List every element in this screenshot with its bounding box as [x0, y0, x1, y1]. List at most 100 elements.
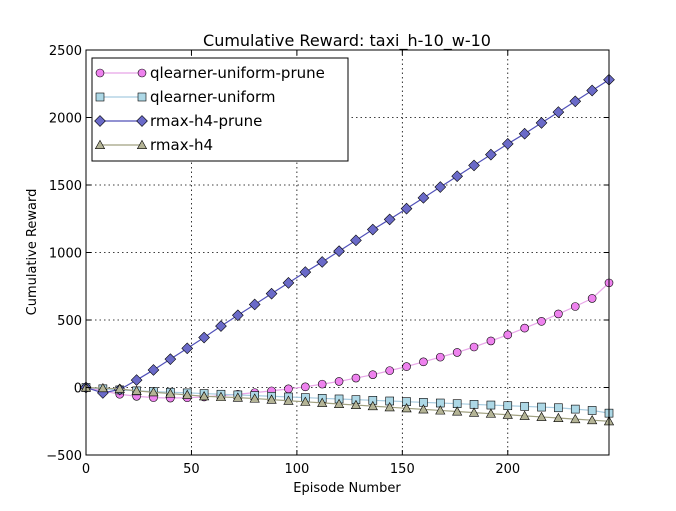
- data-point-qlearner-uniform-prune: [570, 302, 580, 311]
- data-point-qlearner-uniform-prune: [317, 379, 327, 389]
- data-point-qlearner-uniform: [469, 400, 479, 409]
- data-point-rmax-h4-prune: [485, 148, 497, 161]
- data-point-qlearner-uniform-prune: [486, 336, 496, 346]
- data-point-rmax-h4-prune: [181, 342, 194, 355]
- x-tick-label: 200: [495, 462, 520, 477]
- data-point-rmax-h4: [418, 404, 429, 414]
- data-point-rmax-h4: [333, 398, 345, 408]
- data-point-rmax-h4-prune: [417, 192, 430, 204]
- y-tick-label: 0: [74, 382, 82, 397]
- data-point-rmax-h4-prune: [586, 84, 598, 97]
- data-point-rmax-h4: [587, 414, 598, 425]
- legend-marker-right: [136, 115, 148, 127]
- series-line-qlearner-uniform-prune: [85, 282, 610, 399]
- legend-label: rmax-h4-prune: [150, 112, 262, 130]
- legend-marker-right: [137, 92, 147, 102]
- data-point-rmax-h4: [300, 396, 311, 406]
- data-point-rmax-h4-prune: [248, 298, 261, 311]
- data-point-rmax-h4-prune: [383, 213, 396, 226]
- data-point-rmax-h4-prune: [130, 374, 143, 386]
- data-point-rmax-h4-prune: [501, 138, 514, 150]
- data-point-qlearner-uniform-prune: [419, 357, 428, 367]
- data-point-qlearner-uniform-prune: [452, 348, 462, 357]
- data-point-rmax-h4: [384, 401, 395, 412]
- data-point-qlearner-uniform-prune: [587, 294, 597, 303]
- series-line-qlearner-uniform: [85, 386, 610, 414]
- data-point-qlearner-uniform-prune: [520, 323, 529, 333]
- data-point-qlearner-uniform: [570, 404, 580, 414]
- data-point-qlearner-uniform: [587, 406, 597, 415]
- data-point-rmax-h4-prune: [400, 202, 413, 215]
- x-tick-label: 150: [390, 462, 415, 477]
- data-point-rmax-h4-prune: [350, 234, 362, 247]
- data-point-qlearner-uniform-prune: [537, 317, 546, 326]
- legend-item-rmax-h4-prune: rmax-h4-prune: [94, 112, 262, 130]
- x-tick-label: 100: [284, 462, 309, 477]
- y-axis-label: Cumulative Reward: [25, 189, 40, 316]
- data-point-rmax-h4-prune: [535, 117, 548, 129]
- legend-label: qlearner-uniform: [150, 88, 276, 106]
- data-point-qlearner-uniform-prune: [368, 370, 378, 379]
- y-tick-label: 500: [57, 314, 82, 329]
- data-point-rmax-h4-prune: [147, 364, 160, 376]
- data-point-rmax-h4-prune: [333, 245, 345, 257]
- chart-title: Cumulative Reward: taxi_h-10_w-10: [203, 31, 491, 51]
- data-point-qlearner-uniform-prune: [402, 362, 411, 371]
- data-point-rmax-h4: [553, 412, 564, 422]
- y-tick-label: 2000: [49, 112, 82, 127]
- data-point-rmax-h4-prune: [468, 159, 480, 172]
- x-tick-label: 0: [82, 462, 90, 477]
- data-point-qlearner-uniform-prune: [351, 373, 361, 383]
- series-rmax-h4: [80, 382, 615, 426]
- data-point-rmax-h4-prune: [569, 95, 582, 108]
- data-point-rmax-h4: [198, 391, 210, 401]
- data-point-rmax-h4-prune: [434, 181, 447, 193]
- legend-box: [91, 57, 349, 162]
- series-qlearner-uniform-prune: [81, 278, 614, 403]
- data-point-qlearner-uniform: [537, 402, 546, 412]
- data-point-rmax-h4: [570, 413, 581, 424]
- data-point-rmax-h4: [165, 388, 176, 398]
- data-point-qlearner-uniform-prune: [469, 342, 479, 352]
- data-point-rmax-h4-prune: [552, 106, 565, 118]
- data-point-rmax-h4-prune: [164, 353, 177, 365]
- data-point-rmax-h4: [114, 383, 125, 393]
- series-layer: [80, 73, 615, 426]
- series-line-rmax-h4: [85, 386, 610, 422]
- data-point-rmax-h4: [317, 397, 328, 407]
- data-point-rmax-h4: [97, 382, 108, 393]
- data-point-rmax-h4-prune: [366, 223, 379, 236]
- legend-item-rmax-h4: rmax-h4: [94, 136, 213, 154]
- legend-marker-left: [95, 68, 105, 78]
- data-point-qlearner-uniform-prune: [554, 309, 563, 319]
- series-qlearner-uniform: [81, 383, 614, 418]
- data-point-rmax-h4: [401, 403, 412, 413]
- data-point-qlearner-uniform-prune: [503, 330, 513, 340]
- legend: qlearner-uniform-prune qlearner-uniform rm…: [91, 57, 349, 162]
- data-point-qlearner-uniform: [520, 402, 529, 411]
- data-point-rmax-h4: [519, 410, 530, 420]
- data-point-rmax-h4: [131, 385, 142, 395]
- data-point-rmax-h4: [182, 389, 193, 399]
- data-point-rmax-h4-prune: [518, 127, 531, 140]
- series-rmax-h4-prune: [80, 73, 615, 399]
- legend-marker-left: [95, 92, 105, 102]
- data-point-rmax-h4-prune: [232, 309, 244, 322]
- legend-label: rmax-h4: [150, 136, 213, 154]
- data-point-qlearner-uniform: [503, 401, 513, 411]
- legend-marker-left: [94, 139, 106, 149]
- data-point-qlearner-uniform-prune: [301, 382, 310, 392]
- data-point-rmax-h4: [249, 393, 260, 403]
- data-point-rmax-h4: [536, 411, 547, 421]
- y-tick-label: 1500: [49, 179, 82, 194]
- data-point-rmax-h4-prune: [265, 287, 278, 300]
- data-point-rmax-h4: [502, 409, 513, 419]
- data-point-qlearner-uniform: [554, 403, 563, 413]
- legend-marker-left: [94, 115, 106, 127]
- data-point-rmax-h4-prune: [299, 266, 312, 278]
- data-point-qlearner-uniform-prune: [435, 352, 445, 362]
- data-point-rmax-h4-prune: [451, 170, 463, 183]
